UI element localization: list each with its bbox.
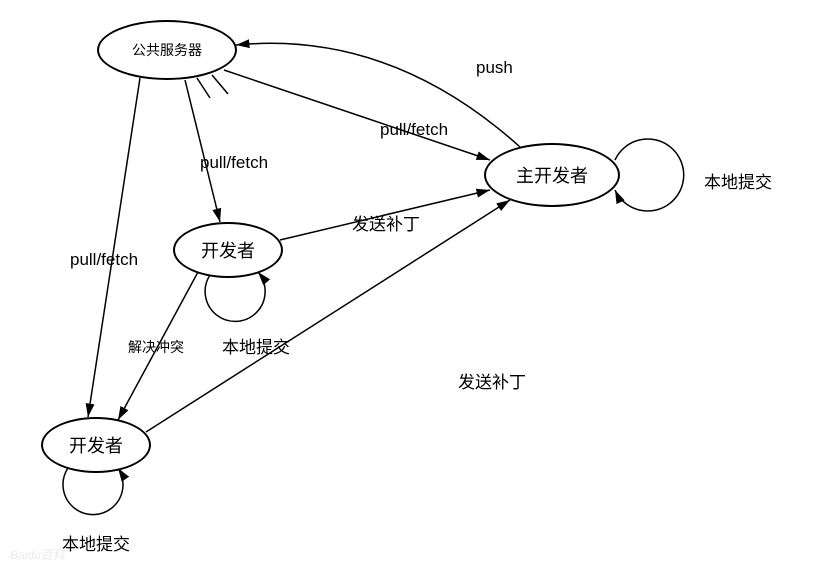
node-public-server: 公共服务器 xyxy=(97,20,237,80)
loop-label-main-dev: 本地提交 xyxy=(704,168,772,193)
edge-label-resolve: 解决冲突 xyxy=(128,337,184,357)
edge-pf-mid xyxy=(185,80,220,222)
node-label: 主开发者 xyxy=(516,162,588,188)
node-dev-mid: 开发者 xyxy=(173,222,283,278)
node-dev-bottom: 开发者 xyxy=(41,417,151,473)
node-label: 公共服务器 xyxy=(132,40,202,60)
node-label: 开发者 xyxy=(69,432,123,458)
loop-label-dev-mid: 本地提交 xyxy=(222,333,290,358)
node-main-dev: 主开发者 xyxy=(484,143,620,207)
edge-label-patch-mid: 发送补丁 xyxy=(352,210,420,235)
node-label: 开发者 xyxy=(201,237,255,263)
edge-label-pf-bottom: pull/fetch xyxy=(70,250,138,270)
edge-label-push: push xyxy=(476,58,513,78)
edges-layer xyxy=(0,0,829,567)
loop-label-dev-bottom: 本地提交 xyxy=(62,530,130,555)
edge-label-patch-bottom: 发送补丁 xyxy=(458,368,526,393)
loop-dev-bottom xyxy=(63,468,123,515)
edge-label-pf-main: pull/fetch xyxy=(380,120,448,140)
tick-2 xyxy=(212,75,228,94)
edge-label-pf-mid: pull/fetch xyxy=(200,153,268,173)
loop-main-dev xyxy=(615,139,684,211)
edge-pf-bottom xyxy=(88,78,140,417)
edge-pf-main xyxy=(224,70,490,160)
tick-1 xyxy=(197,78,210,98)
loop-dev-mid xyxy=(205,272,265,321)
